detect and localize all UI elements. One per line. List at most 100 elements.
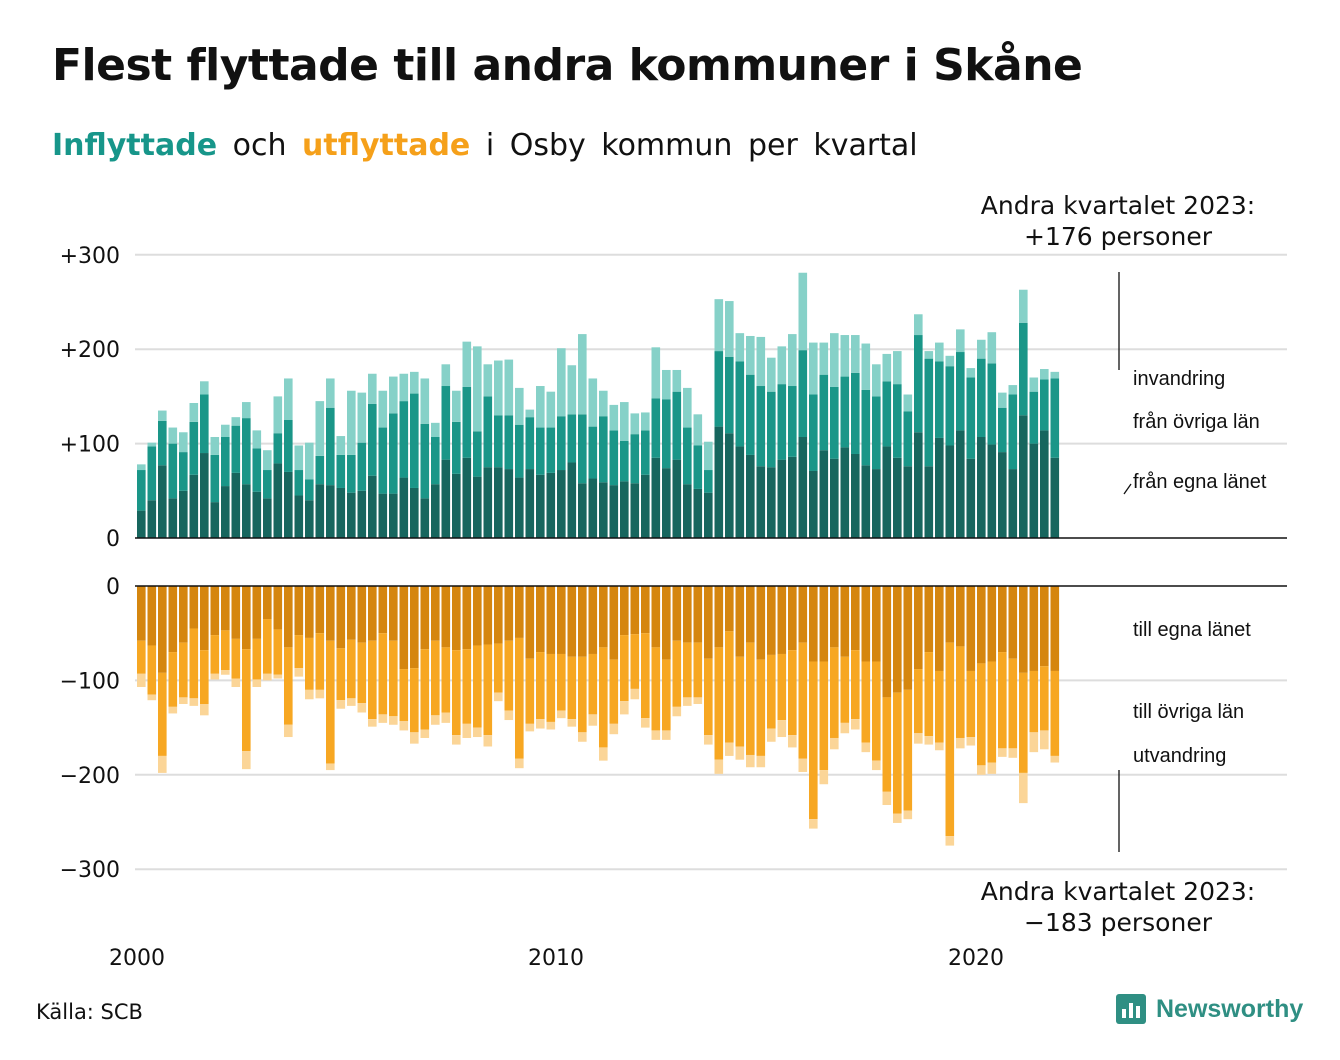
bar-out-2 <box>945 836 955 846</box>
bar-out-1 <box>525 658 535 724</box>
bar-in-0 <box>1019 415 1028 538</box>
bar-out-0 <box>714 586 724 648</box>
bar-in-0 <box>137 510 146 538</box>
y-tick-label-top: 0 <box>106 527 120 552</box>
bar-in-2 <box>1019 289 1028 323</box>
bar-in-1 <box>284 420 293 472</box>
bar-out-2 <box>630 688 640 700</box>
bar-out-1 <box>630 634 640 689</box>
bar-in-1 <box>1040 379 1049 431</box>
bar-in-0 <box>326 485 335 538</box>
bar-in-1 <box>221 436 230 487</box>
bar-out-2 <box>672 706 682 717</box>
annotation-top-line1: Andra kvartalet 2023: <box>980 191 1256 220</box>
bar-in-0 <box>777 459 787 538</box>
bar-in-0 <box>221 486 230 538</box>
bar-in-1 <box>882 381 892 447</box>
bar-out-1 <box>452 650 461 736</box>
bar-in-2 <box>158 410 167 421</box>
bar-in-0 <box>651 457 661 538</box>
bar-out-1 <box>462 649 472 724</box>
bar-in-1 <box>872 396 881 470</box>
bar-out-0 <box>336 586 346 649</box>
bar-out-0 <box>137 586 146 641</box>
bar-out-2 <box>861 742 871 753</box>
bar-out-1 <box>336 648 346 701</box>
bar-out-2 <box>1029 732 1039 753</box>
bar-out-0 <box>830 586 839 648</box>
bar-out-0 <box>1050 586 1060 671</box>
bar-out-2 <box>200 704 209 716</box>
bar-in-1 <box>462 386 472 458</box>
bar-out-2 <box>515 758 524 769</box>
bar-out-1 <box>966 670 976 738</box>
bar-out-0 <box>956 586 965 647</box>
bar-out-0 <box>851 586 860 651</box>
bar-out-2 <box>546 721 556 730</box>
bar-in-2 <box>746 335 755 375</box>
bar-in-2 <box>210 436 220 455</box>
page-title: Flest flyttade till andra kommuner i Skå… <box>52 40 1083 91</box>
bars-layer <box>137 272 1060 846</box>
bar-in-1 <box>809 394 818 471</box>
bar-out-1 <box>924 652 934 737</box>
bar-out-1 <box>536 652 545 720</box>
bar-in-1 <box>378 427 388 494</box>
bar-out-0 <box>347 586 356 640</box>
bar-in-1 <box>840 376 850 448</box>
bar-in-1 <box>987 363 997 445</box>
bar-out-0 <box>189 586 199 629</box>
bar-in-1 <box>410 393 419 488</box>
bar-in-1 <box>399 401 409 478</box>
bar-out-1 <box>641 633 650 719</box>
bar-out-2 <box>725 742 734 756</box>
bar-in-1 <box>1019 322 1028 416</box>
bar-in-0 <box>452 473 461 538</box>
bar-in-2 <box>578 334 587 415</box>
label-layer: +300 +200 +100 0 0 −100 −200 −300 2000 2010 2020 in… <box>60 244 1267 971</box>
bar-out-1 <box>378 633 388 715</box>
bar-in-1 <box>998 407 1007 453</box>
bar-out-1 <box>798 642 808 759</box>
bar-out-1 <box>179 642 188 698</box>
bar-out-2 <box>336 700 346 709</box>
bar-in-0 <box>735 446 745 538</box>
bar-out-2 <box>935 742 944 751</box>
bar-in-0 <box>704 492 713 538</box>
bar-in-2 <box>567 365 577 415</box>
bar-in-2 <box>147 442 157 447</box>
legend-label-top: från övriga län <box>1133 411 1260 433</box>
bar-in-1 <box>609 430 619 486</box>
bar-in-2 <box>179 432 188 453</box>
bar-out-1 <box>693 642 703 698</box>
bar-out-0 <box>651 586 661 648</box>
bar-out-1 <box>515 637 524 759</box>
legend-label-bottom: till egna länet <box>1133 619 1251 641</box>
bar-out-0 <box>1008 586 1018 659</box>
bar-out-1 <box>914 669 923 734</box>
bar-out-1 <box>347 639 356 699</box>
bar-out-2 <box>683 697 692 706</box>
bar-out-1 <box>683 642 692 698</box>
bar-out-2 <box>557 710 566 719</box>
bar-in-2 <box>242 402 251 419</box>
bar-in-1 <box>420 423 430 499</box>
bar-out-2 <box>893 813 902 823</box>
bar-in-2 <box>431 422 440 437</box>
bar-in-1 <box>693 445 703 489</box>
bar-in-0 <box>168 498 178 538</box>
bar-out-1 <box>704 658 713 736</box>
bar-in-2 <box>735 333 745 362</box>
bar-in-1 <box>672 391 682 460</box>
bar-in-1 <box>756 386 766 467</box>
bar-in-2 <box>273 396 283 434</box>
bar-out-0 <box>840 586 850 657</box>
bar-in-1 <box>137 470 146 511</box>
bar-out-0 <box>756 586 766 660</box>
bar-in-0 <box>315 484 325 538</box>
bar-in-0 <box>578 483 587 538</box>
bar-in-1 <box>525 417 535 470</box>
bar-out-2 <box>756 755 766 768</box>
bar-out-1 <box>851 650 860 720</box>
bar-in-0 <box>357 490 367 538</box>
